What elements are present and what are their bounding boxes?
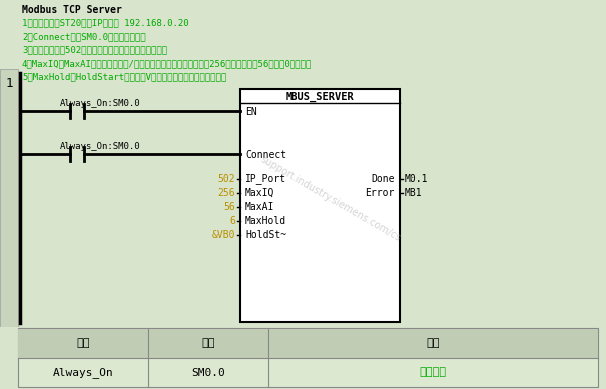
Bar — [240, 89, 400, 322]
Text: support.industry.siemens.com/cs: support.industry.siemens.com/cs — [258, 154, 402, 244]
Text: 始终接通: 始终接通 — [419, 368, 447, 377]
Bar — [0, 327, 606, 389]
Text: 56: 56 — [223, 202, 235, 212]
Text: Error: Error — [365, 188, 395, 198]
Text: IP_Port: IP_Port — [245, 173, 286, 184]
Text: MaxIQ: MaxIQ — [245, 188, 275, 198]
Text: Always_On:SM0.0: Always_On:SM0.0 — [60, 142, 141, 151]
Text: Done: Done — [371, 174, 395, 184]
Text: 6: 6 — [229, 216, 235, 226]
Text: MaxHold: MaxHold — [245, 216, 286, 226]
Bar — [18, 329, 598, 358]
Text: M0.1: M0.1 — [405, 174, 428, 184]
Text: 1、系统块设置ST20固定IP地址： 192.168.0.20: 1、系统块设置ST20固定IP地址： 192.168.0.20 — [22, 19, 188, 28]
Text: &VB0: &VB0 — [211, 230, 235, 240]
Bar — [18, 0, 606, 69]
Text: 地址: 地址 — [201, 338, 215, 349]
Text: MaxAI: MaxAI — [245, 202, 275, 212]
Text: 1: 1 — [5, 77, 13, 90]
Text: 2、Connect使用SM0.0，被动建立连接: 2、Connect使用SM0.0，被动建立连接 — [22, 32, 145, 41]
Text: SM0.0: SM0.0 — [191, 368, 225, 377]
Text: 502: 502 — [218, 174, 235, 184]
Text: 4、MaxIQ和MaxAI表示数字量输入/输出和模拟量输入，数字量最大256，模拟量最啠56，填写0表示禁用: 4、MaxIQ和MaxAI表示数字量输入/输出和模拟量输入，数字量最大256，模… — [22, 59, 312, 68]
Text: Always_On:SM0.0: Always_On:SM0.0 — [60, 99, 141, 108]
Text: EN: EN — [245, 107, 257, 117]
Text: MBUS_SERVER: MBUS_SERVER — [285, 92, 355, 102]
Text: MB1: MB1 — [405, 188, 422, 198]
Text: Always_On: Always_On — [53, 367, 113, 378]
Bar — [0, 69, 18, 327]
Bar — [18, 328, 598, 387]
Text: 注释: 注释 — [426, 338, 440, 349]
Text: HoldSt~: HoldSt~ — [245, 230, 286, 240]
Text: 256: 256 — [218, 188, 235, 198]
Text: 3、本地端口号：502，可以设置其他端口号，告知客户端: 3、本地端口号：502，可以设置其他端口号，告知客户端 — [22, 46, 167, 54]
Text: Connect: Connect — [245, 150, 286, 160]
Text: 5、MaxHold和HoldStart共同决定V存储区域，用来交换寄存器数据: 5、MaxHold和HoldStart共同决定V存储区域，用来交换寄存器数据 — [22, 72, 226, 82]
Text: 符号: 符号 — [76, 338, 90, 349]
Text: Modbus TCP Server: Modbus TCP Server — [22, 5, 122, 15]
